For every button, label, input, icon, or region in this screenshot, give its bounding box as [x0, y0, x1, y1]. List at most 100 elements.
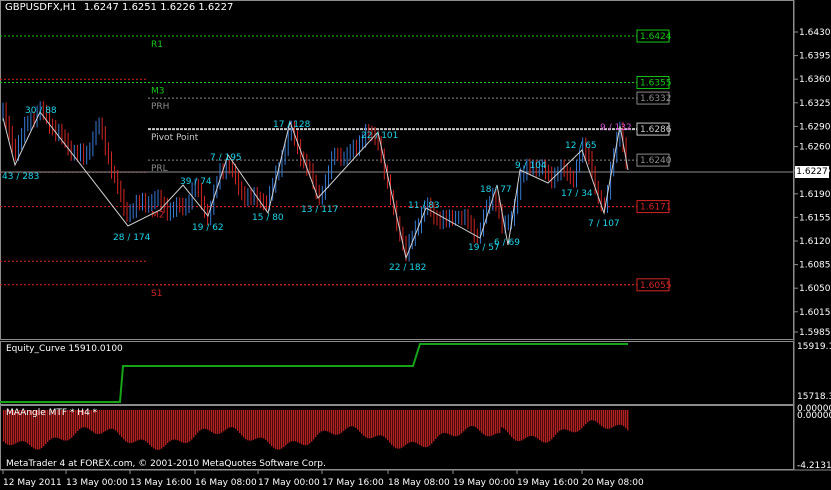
histogram-bar [281, 410, 283, 449]
histogram-bar [611, 410, 613, 428]
svg-text:1.6055: 1.6055 [640, 281, 672, 291]
histogram-bar [325, 410, 327, 431]
histogram-bar [259, 410, 261, 438]
histogram-bar [3, 410, 5, 442]
zigzag-label: 15 / 80 [252, 213, 284, 223]
histogram-bar [67, 410, 69, 441]
histogram-bar [533, 410, 535, 437]
histogram-bar [507, 410, 509, 433]
histogram-bar [379, 410, 381, 436]
level-price-tag: 1.6055 [636, 278, 672, 292]
zigzag-label: 17 / 34 [561, 189, 593, 199]
histogram-bar [341, 410, 343, 433]
histogram-bar [607, 410, 609, 429]
histogram-bar [279, 410, 281, 450]
histogram-bar [381, 410, 383, 436]
histogram-bar [593, 410, 595, 421]
histogram-bar [243, 410, 245, 438]
histogram-bar [509, 410, 511, 435]
histogram-bar [133, 410, 135, 443]
histogram-bar [227, 410, 229, 429]
histogram-bar [231, 410, 233, 428]
histogram-bar [583, 410, 585, 427]
histogram-bar [85, 410, 87, 428]
maangle-pane[interactable] [0, 405, 794, 470]
histogram-bar [309, 410, 311, 444]
histogram-bar [437, 410, 439, 437]
histogram-bar [293, 410, 295, 442]
histogram-bar [499, 410, 501, 433]
histogram-bar [407, 410, 409, 444]
histogram-bar [623, 410, 625, 427]
zigzag-line [2, 111, 629, 260]
histogram-bar [599, 410, 601, 425]
histogram-bar [111, 410, 113, 429]
histogram-bar [255, 410, 257, 439]
histogram-bar [491, 410, 493, 436]
histogram-bar [71, 410, 73, 438]
histogram-bar [25, 410, 27, 443]
histogram-bar [283, 410, 285, 448]
histogram-bar [457, 410, 459, 436]
maangle-tick-3: -4.21312 [797, 461, 831, 471]
time-tick-label: 16 May 08:00 [195, 478, 257, 488]
histogram-bar [123, 410, 125, 440]
time-tick-label: 17 May 16:00 [322, 478, 384, 488]
price-tick-label: 1.6260 [799, 143, 831, 153]
histogram-bar [193, 410, 195, 438]
histogram-bar [119, 410, 121, 435]
histogram-bar [463, 410, 465, 432]
histogram-bar [151, 410, 153, 447]
histogram-bar [257, 410, 259, 439]
histogram-bar [303, 410, 305, 446]
histogram-bar [501, 410, 503, 428]
histogram-bar [237, 410, 239, 431]
histogram-bar [295, 410, 297, 442]
histogram-bar [339, 410, 341, 434]
ohlc-values: 1.6247 1.6251 1.6226 1.6227 [83, 2, 234, 13]
histogram-bar [545, 410, 547, 443]
histogram-bar [169, 410, 171, 442]
histogram-bar [79, 410, 81, 430]
histogram-bar [89, 410, 91, 430]
histogram-bar [43, 410, 45, 447]
histogram-bar [289, 410, 291, 443]
time-axis: 12 May 2011 13 May 00:00 13 May 16:00 16 Ma… [0, 469, 831, 488]
histogram-bar [465, 410, 467, 430]
histogram-bar [23, 410, 25, 442]
histogram-bar [175, 410, 177, 440]
histogram-bar [171, 410, 173, 441]
level-label-r1: R1 [151, 40, 163, 50]
histogram-bar [207, 410, 209, 430]
zigzag-label: 9 / 132 [600, 123, 632, 133]
histogram-bar [41, 410, 43, 449]
histogram-bar [317, 410, 319, 435]
histogram-bar [423, 410, 425, 448]
histogram-bar [265, 410, 267, 440]
time-tick-label: 18 May 08:00 [388, 478, 450, 488]
equity-pane[interactable] [0, 341, 794, 405]
maangle-title: MAAngle MTF * H4 * [6, 408, 98, 418]
level-label-pivot: Pivot Point [151, 133, 199, 143]
copyright-text: MetaTrader 4 at FOREX.com, © 2001-2010 M… [6, 459, 326, 469]
histogram-bar [573, 410, 575, 433]
histogram-bar [473, 410, 475, 427]
histogram-bar [479, 410, 481, 431]
histogram-bar [9, 410, 11, 446]
histogram-bar [31, 410, 33, 447]
histogram-bar [409, 410, 411, 443]
histogram-bar [221, 410, 223, 433]
main-price-pane[interactable]: R1 1.6424 M3 1.6355 PRH 1.6332 Pivot Point 1.62… [0, 0, 794, 340]
maangle-tick-2: 0.00000 [797, 411, 831, 421]
histogram-bar [617, 410, 619, 425]
time-tick-label: 13 May 00:00 [66, 478, 128, 488]
histogram-bar [179, 410, 181, 442]
histogram-bar [477, 410, 479, 429]
histogram-bar [567, 410, 569, 431]
histogram-bar [183, 410, 185, 443]
histogram-bar [299, 410, 301, 444]
histogram-bar [285, 410, 287, 446]
histogram-bar [513, 410, 515, 440]
histogram-bar [367, 410, 369, 439]
